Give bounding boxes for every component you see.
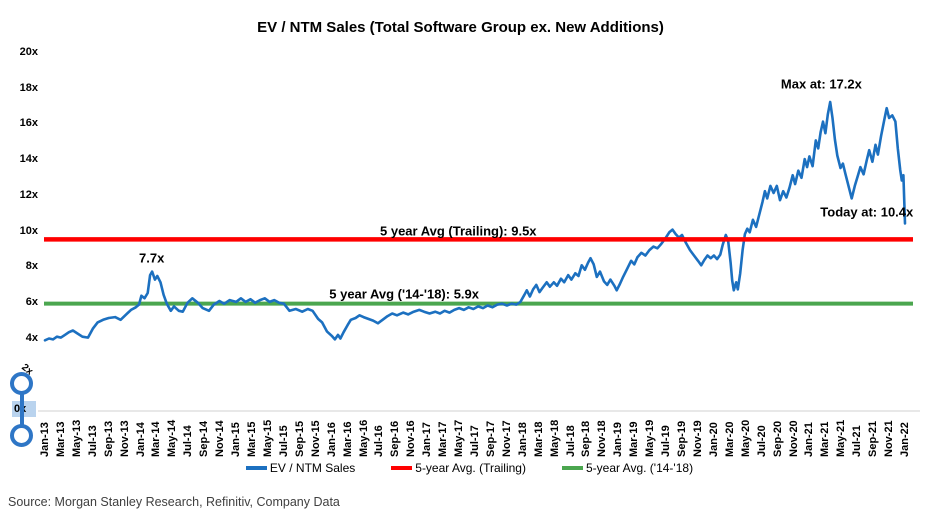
- x-tick: Nov-19: [691, 420, 704, 457]
- x-tick: Mar-18: [532, 421, 545, 457]
- x-tick: Nov-17: [500, 420, 513, 457]
- x-tick: Jul-21: [851, 425, 864, 457]
- x-tick: May-21: [835, 419, 848, 457]
- y-tick: 14x: [19, 153, 38, 166]
- legend-label: 5-year Avg. ('14-'18): [585, 461, 694, 475]
- x-tick: Nov-13: [118, 420, 131, 457]
- legend-marker-icon: [245, 466, 267, 470]
- y-tick: 10x: [19, 224, 38, 237]
- x-tick: Mar-17: [437, 421, 450, 457]
- x-tick: Jan-22: [899, 422, 911, 457]
- x-tick: May-17: [453, 419, 466, 457]
- y-tick: 6x: [25, 295, 38, 308]
- x-tick: Sep-13: [102, 420, 115, 457]
- x-tick: Nov-16: [405, 420, 418, 457]
- x-tick: Jul-16: [373, 425, 386, 457]
- x-tick: Sep-20: [771, 420, 784, 457]
- x-tick: May-15: [261, 419, 274, 457]
- x-tick: May-18: [548, 419, 561, 457]
- x-tick: Mar-20: [723, 421, 736, 457]
- y-tick: 20x: [19, 46, 38, 58]
- x-tick: Nov-21: [883, 420, 896, 457]
- x-tick: Jul-13: [86, 425, 99, 457]
- legend-item: 5-year Avg. ('14-'18): [561, 461, 694, 475]
- x-tick: May-19: [644, 419, 657, 457]
- x-tick: Mar-21: [819, 421, 832, 457]
- x-tick: Jan-14: [134, 422, 147, 457]
- y-tick: 4x: [25, 331, 38, 344]
- x-tick: Jan-18: [516, 422, 529, 457]
- selection-handle-top[interactable]: [10, 372, 33, 395]
- legend-item: EV / NTM Sales: [245, 461, 356, 475]
- x-tick: Mar-14: [150, 421, 163, 457]
- y-tick: 18x: [19, 81, 38, 94]
- legend-item: 5-year Avg. (Trailing): [391, 461, 526, 475]
- y-tick: 16x: [19, 117, 38, 130]
- x-tick: Jan-15: [230, 422, 243, 457]
- x-tick: Nov-20: [787, 420, 800, 457]
- x-tick: Jan-16: [325, 422, 338, 457]
- annotation: Max at: 17.2x: [780, 76, 862, 92]
- x-tick: Jul-17: [469, 425, 481, 457]
- y-tick-0x-highlight: 0x: [12, 401, 36, 417]
- y-tick: 8x: [25, 260, 38, 273]
- selection-handle-bottom[interactable]: [10, 424, 33, 447]
- legend-label: 5-year Avg. (Trailing): [415, 461, 526, 475]
- x-tick: Jan-21: [803, 422, 816, 457]
- annotation: Today at: 10.4x: [820, 204, 914, 220]
- x-tick: Mar-16: [341, 421, 354, 457]
- ev-ntm-sales-line: [43, 100, 907, 342]
- annotation: 7.7x: [139, 250, 165, 266]
- x-tick: Jan-13: [39, 422, 51, 457]
- x-tick: Jul-19: [660, 425, 673, 457]
- x-tick: Jul-14: [182, 425, 195, 457]
- x-tick: Sep-14: [198, 420, 211, 457]
- x-tick: Sep-15: [293, 420, 306, 457]
- x-tick: Sep-16: [389, 420, 402, 457]
- y-tick: 12x: [19, 188, 38, 201]
- annotation: 5 year Avg ('14-'18): 5.9x: [329, 286, 479, 302]
- x-tick: Nov-14: [214, 420, 227, 457]
- x-tick: Sep-17: [484, 420, 497, 457]
- x-tick: Jan-20: [707, 422, 720, 457]
- x-tick: Sep-21: [867, 420, 880, 457]
- x-tick: Jul-18: [564, 425, 577, 457]
- x-tick: Mar-15: [246, 421, 259, 457]
- x-tick: May-13: [70, 419, 83, 457]
- x-tick: Nov-18: [596, 420, 609, 457]
- x-tick: Mar-19: [628, 421, 641, 457]
- plot-svg: [38, 100, 920, 412]
- x-tick: Jul-15: [277, 425, 290, 457]
- selection-line: [20, 384, 24, 436]
- x-tick: Mar-13: [54, 421, 67, 457]
- x-tick: Jan-19: [612, 422, 625, 457]
- legend-marker-icon: [391, 466, 413, 470]
- x-tick: May-16: [357, 419, 370, 457]
- legend-label: EV / NTM Sales: [269, 461, 356, 475]
- x-tick: May-20: [739, 419, 752, 457]
- legend-marker-icon: [561, 466, 583, 470]
- x-tick: May-14: [166, 419, 179, 457]
- source-text: Source: Morgan Stanley Research, Refinit…: [8, 495, 340, 509]
- legend: EV / NTM Sales 5-year Avg. (Trailing) 5-ye…: [0, 461, 939, 475]
- x-tick: Sep-18: [580, 420, 593, 457]
- chart-title: EV / NTM Sales (Total Software Group ex.…: [257, 19, 664, 36]
- x-tick: Jan-17: [421, 422, 434, 457]
- annotation: 5 year Avg (Trailing): 9.5x: [379, 223, 537, 239]
- x-tick: Jul-20: [755, 425, 768, 457]
- x-tick: Nov-15: [309, 420, 322, 457]
- x-tick: Sep-19: [676, 420, 689, 457]
